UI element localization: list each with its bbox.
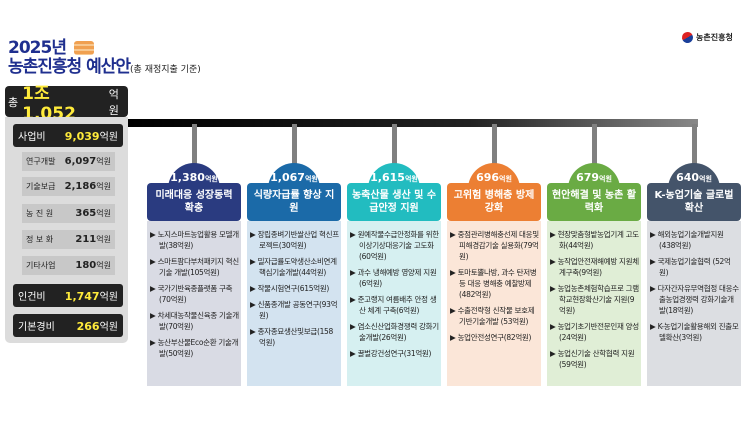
personnel-cost: 인건비 1,747억원 [13, 284, 123, 307]
connector-bar [128, 119, 698, 127]
list-item: 차세대농작물신육종 기술개발(70억원) [150, 310, 240, 332]
list-item: 국제농업기술협력 (52억원) [650, 256, 739, 278]
subtitle: (총 재정지출 기준) [130, 65, 201, 75]
connector-line [592, 124, 597, 168]
sub-item: 기타사업 180억원 [22, 256, 115, 275]
list-item: 신품종개발 공동연구(93억원) [250, 299, 339, 321]
list-item: 해외농업기술개발지원 (438억원) [650, 229, 739, 251]
list-item: 꿀벌강건성연구(31억원) [350, 348, 439, 359]
list-item: 노지스마트농업활용 모델개발(38억원) [150, 229, 240, 251]
column-items: 해외농업기술개발지원 (438억원) 국제농업기술협력 (52억원) 다자간자유무역… [647, 221, 741, 386]
list-item: 토마토뿔나방, 과수 탄저병 등 대응 병해충 예찰방제(482억원) [450, 267, 539, 300]
sub-item: 정 보 화 211억원 [22, 230, 115, 249]
list-item: 농산부산물Eco순환 기술개발(50억원) [150, 337, 239, 359]
list-item: 중점관리병해충선제 대응및피해경감기술 실용화(79억원) [450, 229, 540, 262]
column-title: 현안해결 및 농촌 활력화 [547, 183, 641, 221]
connector-line [292, 124, 297, 168]
business-cost: 사업비 9,039억원 [13, 124, 123, 147]
column-title: 미래대응 성장동력 확충 [147, 183, 241, 221]
connector-line [392, 124, 397, 168]
list-item: 농업신기술 산학협력 지원(59억원) [550, 348, 639, 370]
column-items: 장립종벼기반쌀산업 혁신프로젝트(30억원) 밀자급률도약생산소비연계 핵심기술개… [247, 221, 341, 386]
list-item: 국가기반육종플랫폼 구축(70억원) [150, 283, 239, 305]
list-item: 작물시험연구(615억원) [250, 283, 339, 294]
list-item: 염소신산업화경쟁력 강화기술개발(26억원) [350, 321, 440, 343]
basic-expense: 기본경비 266억원 [13, 314, 123, 337]
column-title: 농축산물 생산 및 수급안정 지원 [347, 183, 441, 221]
sub-item: 연구개발 6,097억원 [22, 152, 115, 171]
column-title: 식량자급률 향상 지원 [247, 183, 341, 221]
column-items: 노지스마트농업활용 모델개발(38억원) 스마트팜다부처패키지 혁신기술 개발(1… [147, 221, 241, 386]
title-year: 2025년 [8, 33, 94, 58]
list-item: 농업기초기반전문인재 양성(24억원) [550, 321, 640, 343]
sub-item: 기술보급 2,186억원 [22, 177, 115, 196]
column-items: 원예작물수급안정화를 위한이상기상대응기술 고도화(60억원) 과수 냉해예방 영… [347, 221, 441, 386]
list-item: 밀자급률도약생산소비연계 핵심기술개발(44억원) [250, 256, 339, 278]
list-item: 농업안전성연구(82억원) [450, 332, 539, 343]
list-item: 장립종벼기반쌀산업 혁신프로젝트(30억원) [250, 229, 340, 251]
logo: 농촌진흥청 [679, 29, 733, 46]
coin-icon [73, 41, 94, 55]
list-item: 현장맞춤형밭농업기계 고도화(44억원) [550, 229, 640, 251]
page-title: 농촌진흥청 예산안(총 재정지출 기준) [8, 57, 201, 77]
list-item: 스마트팜다부처패키지 혁신기술 개발(105억원) [150, 256, 240, 278]
connector-line [192, 124, 197, 168]
taegeuk-icon [679, 29, 696, 46]
column-title: K-농업기술 글로벌 확산 [647, 183, 741, 221]
column-items: 현장맞춤형밭농업기계 고도화(44억원) 농작업안전재해예방 지원체계구축(9억원… [547, 221, 641, 386]
list-item: 수출전략형 신작물 보호제 기반기술개발 (53억원) [450, 305, 539, 327]
sub-item: 농 진 원 365억원 [22, 204, 115, 223]
total-budget: 총 1조 1,052 억원 [5, 84, 128, 124]
breakdown-panel: 사업비 9,039억원 연구개발 6,097억원 기술보급 2,186억원 농 진 원… [5, 117, 128, 343]
list-item: 농업농촌체험학습프로 그램학교현장확산기술 지원(9억원) [550, 283, 640, 316]
list-item: K-농업기술활용해외 진출모델확산(3억원) [650, 321, 739, 343]
list-item: 다자간자유무역협정 대응수출농업경쟁력 강화기술개발(18억원) [650, 283, 740, 316]
list-item: 준고랭지 여름배추 안정 생산 체계 구축(6억원) [350, 294, 439, 316]
list-item: 농작업안전재해예방 지원체계구축(9억원) [550, 256, 640, 278]
connector-line [692, 124, 697, 168]
list-item: 종자종묘생산및보급(158억원) [250, 326, 339, 348]
column-items: 중점관리병해충선제 대응및피해경감기술 실용화(79억원) 토마토뿔나방, 과수 … [447, 221, 541, 386]
column-title: 고위험 병해충 방제 강화 [447, 183, 541, 221]
connector-line [492, 124, 497, 168]
list-item: 과수 냉해예방 영양제 지원(6억원) [350, 267, 439, 289]
list-item: 원예작물수급안정화를 위한이상기상대응기술 고도화(60억원) [350, 229, 440, 262]
